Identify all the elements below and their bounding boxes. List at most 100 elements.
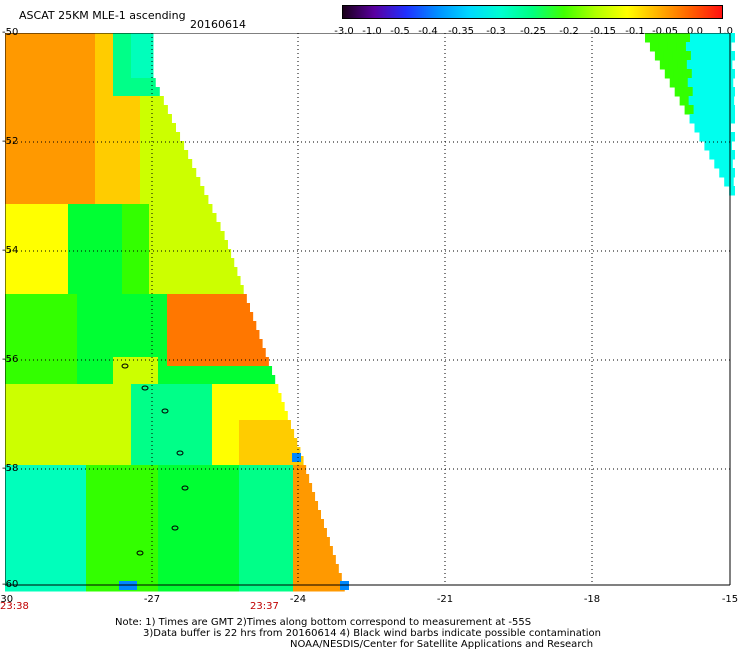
swath-cell xyxy=(113,456,123,466)
swath-cell xyxy=(275,456,285,466)
swath-cell xyxy=(32,573,42,583)
swath-cell xyxy=(104,420,114,430)
swath-cell xyxy=(41,375,51,385)
swath-cell xyxy=(86,537,96,547)
swath-cell xyxy=(104,105,114,115)
swath-cell xyxy=(681,51,692,61)
swath-cell xyxy=(5,132,15,142)
swath-cell xyxy=(86,393,96,403)
swath-cell xyxy=(158,411,168,421)
swath-cell xyxy=(86,96,96,106)
swath-cell xyxy=(230,339,240,349)
swath-cell xyxy=(275,519,285,529)
swath-cell xyxy=(104,51,114,61)
swath-cell xyxy=(248,402,258,412)
swath-cell xyxy=(158,465,168,475)
swath-cell xyxy=(104,582,114,592)
swath-cell xyxy=(68,96,78,106)
swath-cell xyxy=(104,537,114,547)
swath-cell xyxy=(131,546,141,556)
swath-cell xyxy=(131,159,141,169)
swath-cell xyxy=(50,519,60,529)
swath-cell xyxy=(149,33,154,43)
swath-cell xyxy=(122,573,132,583)
longitude-label: -30 xyxy=(0,594,14,605)
swath-cell xyxy=(149,204,159,214)
swath-cell xyxy=(140,420,150,430)
swath-cell xyxy=(23,96,33,106)
swath-cell xyxy=(248,366,258,376)
swath-cell xyxy=(194,267,204,277)
swath-cell xyxy=(203,204,213,214)
swath-cell xyxy=(32,195,42,205)
swath-cell xyxy=(239,564,249,574)
swath-cell xyxy=(719,168,729,178)
swath-cell xyxy=(5,231,15,241)
swath-cell xyxy=(95,510,105,520)
swath-cell xyxy=(176,258,186,268)
swath-cell xyxy=(257,402,267,412)
swath-cell xyxy=(14,474,24,484)
swath-cell xyxy=(14,60,24,70)
swath-cell xyxy=(122,276,132,286)
swath-cell xyxy=(41,492,51,502)
swath-cell xyxy=(50,42,60,52)
swath-cell xyxy=(23,456,33,466)
swath-cell xyxy=(59,222,69,232)
swath-cell xyxy=(14,429,24,439)
swath-cell xyxy=(230,285,240,295)
swath-cell xyxy=(221,285,231,295)
swath-cell xyxy=(5,204,15,214)
swath-cell xyxy=(257,528,267,538)
swath-cell xyxy=(113,510,123,520)
swath-cell xyxy=(176,465,186,475)
swath-cell xyxy=(140,393,150,403)
swath-cell xyxy=(176,528,186,538)
swath-cell xyxy=(203,465,213,475)
swath-cell xyxy=(50,69,60,79)
color-scale-label: -3.0 xyxy=(334,26,354,37)
swath-cell xyxy=(239,555,249,565)
swath-cell xyxy=(41,429,51,439)
swath-cell xyxy=(212,528,222,538)
swath-cell xyxy=(293,564,303,574)
swath-cell xyxy=(239,384,249,394)
swath-cell xyxy=(5,78,15,88)
swath-cell xyxy=(5,159,15,169)
swath-cell xyxy=(302,519,312,529)
swath-cell xyxy=(95,132,105,142)
swath-cell xyxy=(86,285,96,295)
swath-cell xyxy=(221,564,231,574)
swath-cell xyxy=(77,501,87,511)
swath-cell xyxy=(302,564,312,574)
swath-cell xyxy=(212,348,222,358)
swath-cell xyxy=(158,492,168,502)
swath-cell xyxy=(158,87,160,97)
swath-cell xyxy=(86,231,96,241)
swath-cell xyxy=(320,528,327,538)
swath-cell xyxy=(68,231,78,241)
swath-cell xyxy=(50,240,60,250)
swath-cell xyxy=(257,555,267,565)
swath-cell xyxy=(5,105,15,115)
swath-cell xyxy=(185,312,195,322)
swath-cell xyxy=(14,69,24,79)
swath-cell xyxy=(41,105,51,115)
contamination-markers xyxy=(121,363,189,556)
swath-cell xyxy=(113,159,123,169)
swath-cell xyxy=(275,465,285,475)
swath-cell xyxy=(23,501,33,511)
swath-cell xyxy=(86,150,96,160)
swath-cell xyxy=(158,276,168,286)
swath-cell xyxy=(709,150,719,160)
swath-cell xyxy=(158,483,168,493)
swath-cell xyxy=(292,453,301,462)
swath-cell xyxy=(683,87,694,97)
swath-cell xyxy=(140,438,150,448)
swath-cell xyxy=(5,384,15,394)
swath-cell xyxy=(50,402,60,412)
swath-cell xyxy=(122,213,132,223)
swath-cell xyxy=(302,528,312,538)
color-scale-label: -0.2 xyxy=(559,26,579,37)
swath-cell xyxy=(149,177,159,187)
